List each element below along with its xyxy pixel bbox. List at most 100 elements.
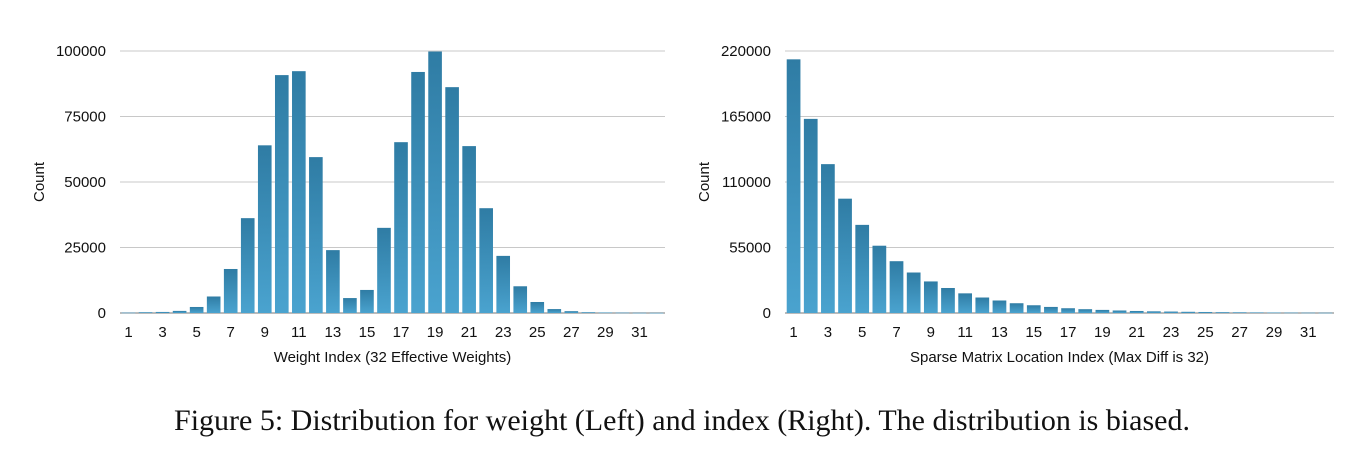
right-x-tick-label: 19 <box>1094 324 1111 341</box>
right-bar <box>1164 311 1178 313</box>
right-x-tick-label: 31 <box>1300 324 1317 341</box>
left-bar <box>547 309 562 313</box>
right-x-tick-label: 23 <box>1163 324 1180 341</box>
left-x-tick-label: 15 <box>359 324 376 341</box>
left-x-tick-label: 3 <box>158 324 166 341</box>
left-bar <box>172 310 187 313</box>
right-x-tick-label: 1 <box>789 324 797 341</box>
left-bar <box>240 218 255 313</box>
left-y-tick-label: 0 <box>98 305 106 322</box>
right-bar <box>821 164 835 313</box>
left-bar <box>223 268 238 313</box>
left-bar <box>598 312 613 314</box>
left-x-tick-label: 1 <box>124 324 132 341</box>
left-bar <box>394 142 408 313</box>
left-bar <box>343 298 357 313</box>
right-x-tick-label: 13 <box>991 324 1008 341</box>
right-bar <box>1301 312 1316 314</box>
left-bar <box>530 301 545 313</box>
right-x-tick-label: 17 <box>1060 324 1077 341</box>
right-y-tick-label: 110000 <box>722 174 771 191</box>
left-y-tick-label: 100000 <box>56 43 106 60</box>
left-bar <box>206 296 221 313</box>
left-x-tick-label: 29 <box>597 324 614 341</box>
left-x-tick-label: 21 <box>461 324 478 341</box>
right-x-tick-label: 5 <box>858 324 866 341</box>
right-bar <box>1249 312 1264 314</box>
right-y-axis-label: Count <box>696 161 713 202</box>
right-x-tick-label: 21 <box>1128 324 1145 341</box>
left-bar <box>309 157 323 313</box>
right-bar <box>838 198 852 313</box>
left-bar <box>513 286 528 313</box>
right-x-tick-label: 3 <box>824 324 832 341</box>
right-x-tick-label: 11 <box>957 324 973 341</box>
left-x-tick-label: 27 <box>563 324 580 341</box>
left-bar <box>615 312 630 314</box>
right-bar <box>1146 311 1161 313</box>
right-bar <box>1095 309 1110 313</box>
left-bar <box>155 311 170 313</box>
right-bar <box>1198 311 1213 313</box>
left-bar <box>257 145 272 313</box>
right-bar <box>1061 308 1075 313</box>
right-bar <box>1232 312 1247 313</box>
right-bar <box>1112 310 1127 313</box>
left-y-tick-label: 50000 <box>64 174 106 191</box>
left-x-tick-label: 19 <box>427 324 444 341</box>
left-x-tick-label: 25 <box>529 324 546 341</box>
left-x-tick-label: 13 <box>325 324 342 341</box>
right-bar <box>923 281 938 313</box>
left-bar <box>411 71 425 314</box>
right-bar <box>1026 305 1041 313</box>
right-bar <box>1215 312 1230 313</box>
left-x-tick-label: 23 <box>495 324 512 341</box>
right-bar <box>1009 303 1024 313</box>
right-x-tick-label: 9 <box>927 324 935 341</box>
right-bar <box>803 118 818 313</box>
right-bar <box>1044 306 1058 313</box>
right-x-tick-label: 27 <box>1231 324 1248 341</box>
right-y-tick-label: 220000 <box>721 43 771 60</box>
right-x-tick-label: 7 <box>892 324 900 341</box>
right-bar <box>1318 312 1333 314</box>
right-bar <box>958 293 973 313</box>
left-bar <box>496 255 511 313</box>
right-y-tick-label: 0 <box>763 305 771 322</box>
left-x-tick-label: 11 <box>291 324 307 341</box>
right-y-tick-label: 55000 <box>729 240 771 257</box>
right-bar <box>1129 310 1144 313</box>
right-bar <box>1267 312 1281 314</box>
left-x-tick-label: 31 <box>631 324 648 341</box>
left-bar <box>649 312 664 314</box>
left-bar <box>462 146 476 313</box>
right-x-axis-label: Sparse Matrix Location Index (Max Diff i… <box>910 349 1209 366</box>
left-bar <box>138 312 153 313</box>
left-bar <box>445 87 459 313</box>
right-bar <box>1181 311 1196 313</box>
left-x-tick-label: 9 <box>261 324 269 341</box>
left-y-tick-label: 25000 <box>64 240 106 257</box>
left-bar <box>377 227 391 313</box>
left-bar <box>428 51 442 314</box>
left-x-axis-label: Weight Index (32 Effective Weights) <box>274 349 512 366</box>
left-x-tick-label: 17 <box>393 324 410 341</box>
left-x-tick-label: 7 <box>227 324 235 341</box>
right-bar <box>855 224 870 313</box>
left-y-tick-label: 75000 <box>64 109 106 126</box>
right-bar <box>872 245 887 313</box>
right-y-tick-label: 165000 <box>721 109 771 126</box>
left-bar <box>189 306 204 313</box>
right-bar <box>1078 309 1093 313</box>
left-bar <box>632 312 647 314</box>
figure-caption: Figure 5: Distribution for weight (Left)… <box>174 404 1190 437</box>
right-bar <box>941 287 955 313</box>
right-x-tick-label: 15 <box>1025 324 1042 341</box>
left-bar <box>326 250 340 313</box>
left-bar <box>479 208 493 313</box>
right-bar <box>1284 312 1298 314</box>
left-y-axis-label: Count <box>31 161 48 202</box>
left-bar <box>121 312 136 314</box>
